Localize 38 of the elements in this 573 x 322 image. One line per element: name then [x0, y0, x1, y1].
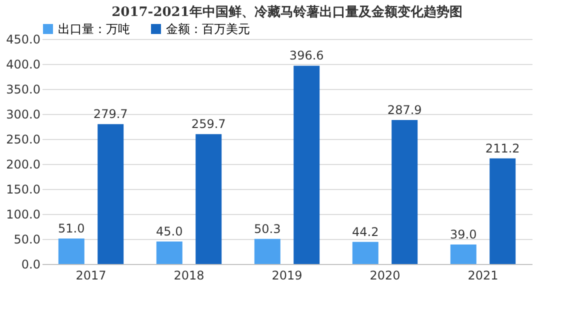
bar: [490, 158, 516, 264]
y-tick-label: 450.0: [6, 32, 40, 46]
bar: [254, 238, 280, 264]
data-label: 39.0: [450, 228, 477, 242]
y-tick-label: 0.0: [21, 258, 40, 272]
x-tick-label: 2021: [468, 268, 498, 282]
data-label: 44.2: [352, 224, 379, 239]
data-label: 396.6: [289, 48, 324, 63]
bar: [392, 120, 418, 264]
y-tick-label: 300.0: [6, 108, 40, 122]
x-tick-label: 2020: [370, 268, 400, 282]
y-tick-label: 200.0: [6, 158, 40, 172]
data-label: 287.9: [387, 103, 422, 118]
legend-label: 出口量：万吨: [58, 22, 130, 36]
bar: [450, 244, 476, 264]
bar: [196, 134, 222, 264]
bar: [58, 238, 84, 264]
y-tick-label: 400.0: [6, 58, 40, 72]
data-label: 211.2: [485, 141, 520, 156]
y-tick-label: 350.0: [6, 82, 40, 96]
data-label: 45.0: [156, 224, 183, 238]
data-label: 279.7: [93, 107, 128, 122]
y-tick-label: 100.0: [6, 208, 40, 222]
legend-label: 金额：百万美元: [166, 22, 250, 36]
data-label: 51.0: [58, 222, 85, 236]
chart-title: 2017-2021年中国鲜、冷藏马铃薯出口量及金额变化趋势图: [112, 4, 462, 20]
y-tick-label: 250.0: [6, 132, 40, 146]
bar: [294, 66, 320, 264]
bar: [352, 242, 378, 264]
y-tick-label: 50.0: [14, 232, 40, 246]
x-tick-label: 2019: [272, 268, 302, 282]
data-label: 259.7: [191, 117, 226, 132]
x-tick-label: 2017: [76, 268, 106, 282]
bar: [156, 242, 182, 264]
x-tick-label: 2018: [174, 268, 204, 282]
y-tick-label: 150.0: [6, 182, 40, 196]
bar: [98, 124, 124, 264]
data-label: 50.3: [254, 222, 281, 236]
